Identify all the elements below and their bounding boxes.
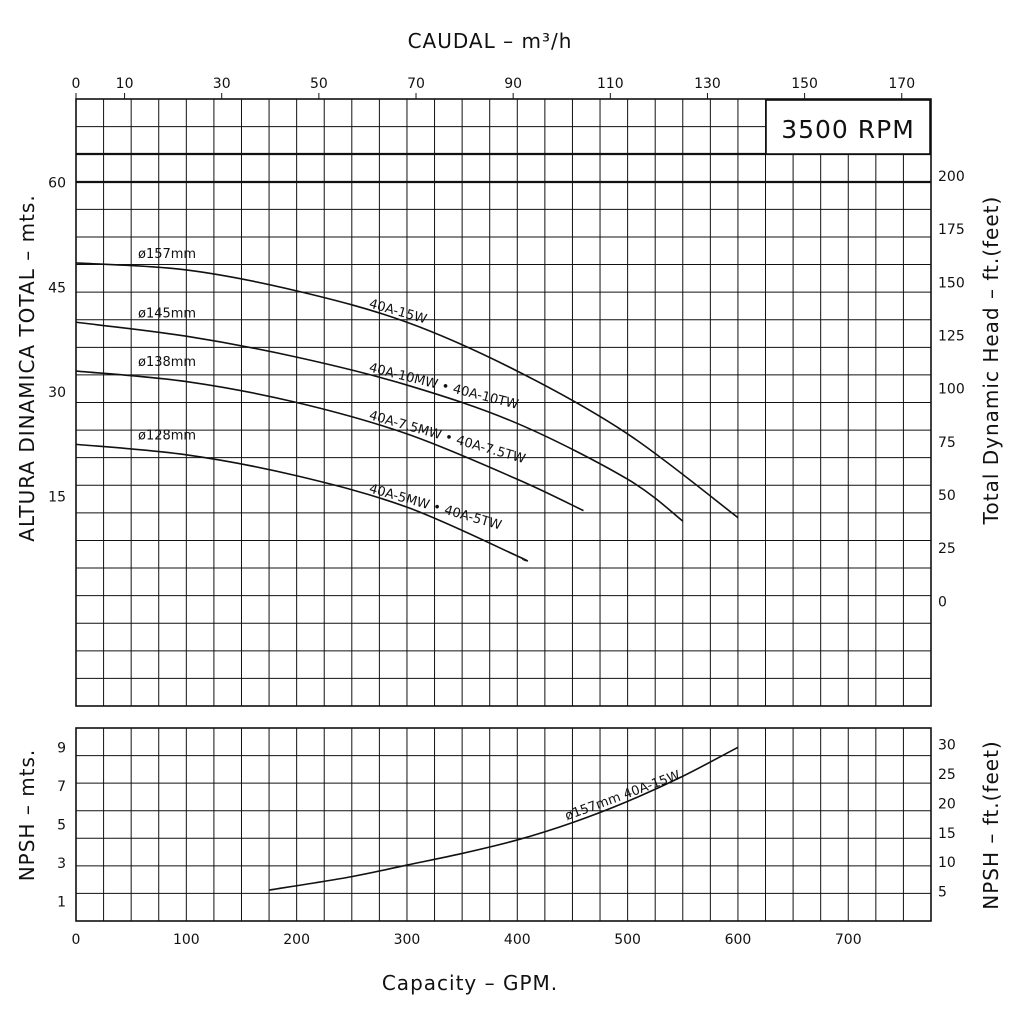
head-curve <box>75 262 739 519</box>
x-tick-label: 400 <box>504 932 531 948</box>
top-tick-label: 70 <box>407 76 425 92</box>
y-tick-label: 60 <box>48 176 66 192</box>
head-curve <box>75 443 529 562</box>
npsh-right-tick-label: 20 <box>938 796 956 812</box>
right-tick-label: 100 <box>938 382 965 398</box>
x-tick-label: 500 <box>614 932 641 948</box>
npsh-right-tick-label: 25 <box>938 767 956 783</box>
model-label: 40A-5MW • 40A-5TW <box>367 482 503 534</box>
top-tick-label: 150 <box>791 76 818 92</box>
right-tick-label: 50 <box>938 488 956 504</box>
rpm-box <box>765 99 931 155</box>
plot-frame <box>75 727 932 922</box>
npsh-tick-label: 7 <box>57 779 66 795</box>
x-tick-label: 700 <box>835 932 862 948</box>
plot-frame <box>75 98 932 707</box>
npsh-right-axis-title: NPSH – ft.(feet) <box>979 740 1003 909</box>
top-tick-label: 0 <box>72 76 81 92</box>
top-tick-label: 110 <box>597 76 624 92</box>
npsh-right-tick-label: 30 <box>938 738 956 754</box>
npsh-tick-label: 5 <box>57 818 66 834</box>
top-tick-label: 170 <box>888 76 915 92</box>
left-axis-title: ALTURA DINAMICA TOTAL – mts. <box>15 194 39 541</box>
series-name-label: ø145mm <box>138 306 196 321</box>
model-label: 40A-10MW • 40A-10TW <box>367 361 520 413</box>
right-tick-label: 75 <box>938 435 956 451</box>
npsh-tick-label: 3 <box>57 856 66 872</box>
head-curve <box>75 321 684 522</box>
series-name-label: ø128mm <box>138 428 196 443</box>
top-tick-label: 10 <box>116 76 134 92</box>
top-tick-label: 50 <box>310 76 328 92</box>
npsh-tick-label: 9 <box>57 740 66 756</box>
right-tick-label: 175 <box>938 222 965 238</box>
x-tick-label: 200 <box>283 932 310 948</box>
top-tick-label: 30 <box>213 76 231 92</box>
right-tick-label: 125 <box>938 329 965 345</box>
npsh-right-tick-label: 5 <box>938 885 947 901</box>
y-tick-label: 15 <box>48 490 66 506</box>
npsh-right-tick-label: 10 <box>938 855 956 871</box>
bottom-axis-title: Capacity – GPM. <box>382 971 558 995</box>
y-tick-label: 30 <box>48 385 66 401</box>
series-name-label: ø157mm <box>138 247 196 262</box>
npsh-curve <box>268 746 739 891</box>
x-tick-label: 600 <box>725 932 752 948</box>
npsh-right-tick-label: 15 <box>938 826 956 842</box>
npsh-tick-label: 1 <box>57 895 66 911</box>
npsh-grid <box>75 727 932 922</box>
top-axis-title: CAUDAL – m³/h <box>408 29 573 53</box>
y-tick-label: 45 <box>48 280 66 296</box>
head-curve <box>75 370 584 512</box>
x-tick-label: 0 <box>72 932 81 948</box>
npsh-left-axis-title: NPSH – mts. <box>15 749 39 882</box>
right-tick-label: 0 <box>938 594 947 610</box>
top-tick-label: 130 <box>694 76 721 92</box>
series-name-label: ø138mm <box>138 355 196 370</box>
x-tick-label: 300 <box>394 932 421 948</box>
main-grid <box>75 98 932 707</box>
top-tick-label: 90 <box>504 76 522 92</box>
x-tick-label: 100 <box>173 932 200 948</box>
curves-layer <box>75 262 739 891</box>
rpm-label: 3500 RPM <box>781 115 915 144</box>
npsh-model-label: ø157mm 40A-15W <box>563 768 682 824</box>
right-tick-label: 150 <box>938 275 965 291</box>
grid-layer <box>75 98 932 922</box>
model-label: 40A-15W <box>367 297 428 328</box>
right-axis-title: Total Dynamic Head – ft.(feet) <box>979 196 1003 526</box>
right-tick-label: 25 <box>938 541 956 557</box>
right-tick-label: 200 <box>938 169 965 185</box>
